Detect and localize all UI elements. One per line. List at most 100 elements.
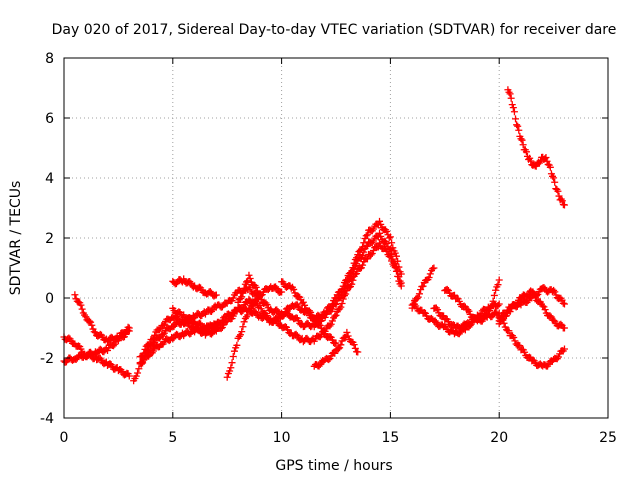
data-point [239, 289, 247, 297]
data-point [134, 369, 142, 377]
data-point [521, 348, 529, 356]
data-point [71, 291, 79, 299]
data-point [332, 311, 340, 319]
series-track-4 [130, 239, 405, 385]
data-point [251, 308, 259, 316]
data-point [317, 324, 325, 332]
series-track-2 [60, 326, 133, 366]
data-point [206, 288, 214, 296]
data-point [307, 308, 315, 316]
data-point [495, 300, 503, 308]
data-point [257, 305, 265, 313]
data-point [383, 239, 391, 247]
data-point [443, 285, 451, 293]
data-point [525, 353, 533, 361]
data-point [554, 353, 562, 361]
data-point [263, 301, 271, 309]
data-point [349, 264, 357, 272]
data-point [360, 239, 368, 247]
data-point [348, 267, 356, 275]
data-point [253, 295, 261, 303]
data-point [558, 197, 566, 205]
data-point [543, 157, 551, 165]
data-point [351, 344, 359, 352]
data-point [540, 284, 548, 292]
data-point [149, 334, 157, 342]
y-tick-label: -2 [40, 351, 54, 367]
data-point [338, 300, 346, 308]
data-point [88, 321, 96, 329]
data-point [363, 255, 371, 263]
data-point [490, 291, 498, 299]
data-point [377, 232, 385, 240]
data-point [546, 312, 554, 320]
data-point [212, 291, 220, 299]
series-track-16 [441, 276, 503, 325]
data-point [539, 302, 547, 310]
data-point [554, 187, 562, 195]
data-point [145, 347, 153, 355]
data-point [560, 201, 568, 209]
data-point [359, 252, 367, 260]
data-point [77, 301, 85, 309]
data-point [415, 290, 423, 298]
data-point [229, 294, 237, 302]
series-track-13 [408, 264, 438, 312]
data-point [363, 231, 371, 239]
data-point [465, 307, 473, 315]
x-tick-label: 10 [273, 430, 291, 446]
data-point [338, 286, 346, 294]
data-point [290, 285, 298, 293]
data-point [217, 325, 225, 333]
data-point [359, 261, 367, 269]
data-point [549, 172, 557, 180]
data-point [263, 312, 271, 320]
data-point [332, 339, 340, 347]
data-point [464, 306, 472, 314]
data-point [392, 252, 400, 260]
data-point [557, 320, 565, 328]
series-track-17 [495, 314, 568, 370]
data-point [280, 311, 288, 319]
data-point [413, 295, 421, 303]
data-point [240, 284, 248, 292]
data-point [350, 259, 358, 267]
data-point [510, 334, 518, 342]
data-point [77, 345, 85, 353]
data-point [376, 217, 384, 225]
data-point [125, 372, 133, 380]
data-point [343, 276, 351, 284]
data-point [235, 332, 243, 340]
y-tick-label: 4 [45, 171, 54, 187]
data-point [207, 307, 215, 315]
x-tick-label: 15 [381, 430, 399, 446]
data-point [331, 349, 339, 357]
data-point [347, 269, 355, 277]
data-point [301, 301, 309, 309]
data-point [455, 297, 463, 305]
data-point [348, 273, 356, 281]
data-point [377, 220, 385, 228]
data-point [510, 108, 518, 116]
data-point [156, 334, 164, 342]
data-point [354, 348, 362, 356]
data-point [239, 323, 247, 331]
data-point [87, 318, 95, 326]
data-point [292, 330, 300, 338]
data-point [496, 315, 504, 323]
data-point [516, 342, 524, 350]
data-point [151, 331, 159, 339]
data-point [513, 121, 521, 129]
data-point [230, 347, 238, 355]
data-point [272, 283, 280, 291]
data-point [394, 257, 402, 265]
data-point [383, 227, 391, 235]
data-point [256, 301, 264, 309]
data-point [253, 287, 261, 295]
data-point [517, 135, 525, 143]
y-tick-label: 0 [45, 291, 54, 307]
data-point [125, 324, 133, 332]
data-point [354, 251, 362, 259]
data-point [238, 293, 246, 301]
data-point [560, 300, 568, 308]
